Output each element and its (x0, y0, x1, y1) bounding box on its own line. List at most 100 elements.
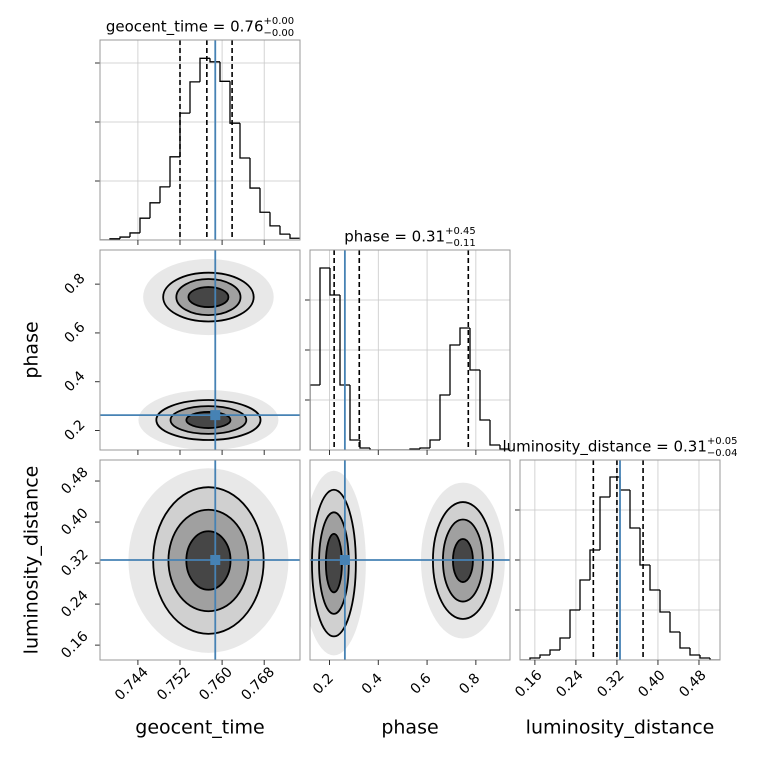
x-axis-label: geocent_time (135, 717, 264, 739)
histogram-step (259, 188, 270, 213)
histogram-step (119, 236, 130, 239)
histogram-step (339, 295, 350, 386)
histogram-step (479, 370, 490, 421)
panel-title: luminosity_distance = 0.31 (502, 438, 706, 457)
x-tick-label: 0.4 (359, 670, 386, 697)
y-tick-label: 0.6 (61, 319, 88, 346)
histogram-step (709, 658, 720, 660)
histogram-step (679, 632, 690, 649)
y-tick-label: 0.4 (61, 368, 88, 395)
y-tick-label: 0.24 (58, 587, 91, 620)
title-lower: −0.11 (445, 238, 476, 249)
panel-frame (99, 39, 301, 241)
histogram-step (329, 268, 340, 296)
panel (310, 250, 510, 450)
title-upper: +0.05 (707, 436, 738, 447)
x-tick-label: 0.48 (676, 667, 709, 700)
histogram-step (429, 439, 440, 448)
x-tick-label: 0.760 (196, 664, 236, 704)
histogram-step (639, 528, 650, 566)
contour (324, 532, 343, 594)
y-axis-label: luminosity_distance (21, 466, 43, 655)
y-tick-label: 0.16 (58, 628, 91, 661)
panel-frame (309, 249, 511, 451)
y-tick-label: 0.48 (58, 464, 91, 497)
histogram-step (139, 217, 150, 233)
panel-frame (519, 459, 721, 661)
x-tick-label: 0.40 (635, 667, 668, 700)
panel-frame (99, 249, 301, 451)
histogram-step (419, 447, 430, 449)
histogram-step (459, 327, 470, 345)
truth-marker (339, 555, 350, 565)
x-axis-label: luminosity_distance (526, 717, 715, 739)
histogram-step (209, 58, 220, 63)
panel-title: geocent_time = 0.76 (106, 18, 264, 37)
x-tick-label: 0.16 (512, 667, 545, 700)
histogram-step (529, 657, 540, 660)
histogram-step (609, 476, 620, 497)
histogram-step (659, 590, 670, 613)
histogram-step (239, 123, 250, 159)
y-tick-label: 0.40 (58, 505, 91, 538)
histogram-step (489, 420, 500, 446)
histogram-step (219, 61, 230, 82)
title-lower: −0.00 (264, 28, 295, 39)
histogram-step (249, 157, 260, 189)
histogram-step (229, 81, 240, 124)
x-tick-label: 0.2 (310, 670, 337, 697)
histogram-step (579, 579, 590, 610)
histogram-step (439, 394, 450, 440)
histogram-step (289, 234, 300, 239)
histogram-step (539, 654, 550, 658)
histogram-step (199, 57, 210, 82)
x-tick-label: 0.6 (408, 670, 435, 697)
histogram-step (629, 490, 640, 529)
histogram-step (359, 440, 370, 449)
histogram-step (699, 655, 710, 659)
histogram-step (549, 649, 560, 655)
y-axis-label: phase (21, 321, 43, 378)
histogram-step (349, 385, 360, 441)
panel (100, 250, 300, 450)
histogram-step (569, 609, 580, 638)
histogram-step (149, 202, 160, 219)
panel-frame (99, 459, 301, 661)
x-tick-label: 0.752 (154, 664, 194, 704)
y-tick-label: 0.8 (61, 271, 88, 298)
x-tick-label: 0.744 (112, 664, 152, 704)
histogram-step (179, 112, 190, 157)
title-lower: −0.04 (707, 448, 738, 459)
histogram-step (559, 637, 570, 650)
panel-frame (309, 459, 511, 661)
histogram-step (129, 232, 140, 238)
histogram-step (319, 267, 330, 385)
x-tick-label: 0.32 (594, 667, 627, 700)
histogram-step (310, 384, 320, 450)
histogram-step (499, 445, 510, 450)
histogram-step (599, 496, 610, 550)
panel (310, 460, 510, 660)
histogram-step (689, 648, 700, 656)
truth-marker (210, 555, 221, 565)
histogram-step (469, 328, 480, 371)
x-tick-label: 0.768 (238, 664, 278, 704)
contour (187, 286, 230, 308)
title-upper: +0.45 (445, 226, 476, 237)
histogram-step (369, 448, 380, 450)
histogram-step (269, 212, 280, 227)
panel (520, 460, 720, 660)
panel (100, 460, 300, 660)
histogram-step (589, 549, 600, 580)
histogram-step (649, 565, 660, 591)
histogram-step (189, 81, 200, 114)
histogram-step (449, 344, 460, 395)
histogram-step (619, 477, 630, 491)
x-tick-label: 0.8 (456, 670, 483, 697)
panel-title: phase = 0.31 (344, 228, 445, 246)
histogram-step (169, 156, 180, 187)
histogram-step (279, 225, 290, 235)
histogram-step (159, 186, 170, 203)
y-tick-label: 0.2 (61, 417, 88, 444)
